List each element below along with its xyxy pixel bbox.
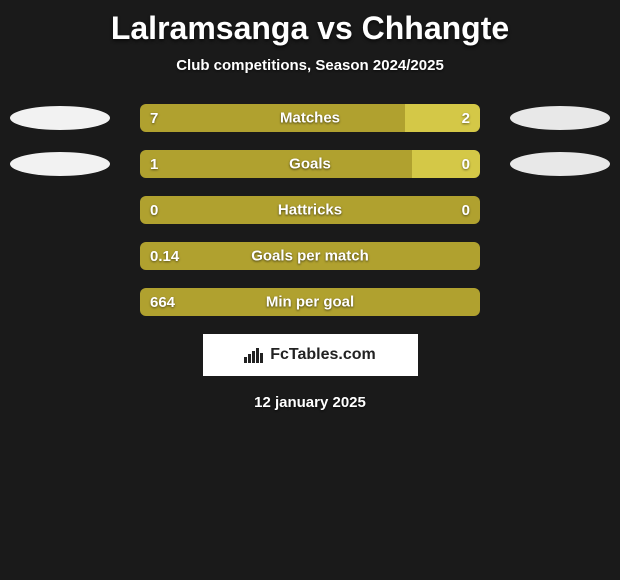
- stat-bar: 10Goals: [140, 150, 480, 178]
- player2-badge: [510, 152, 610, 176]
- player2-value: 2: [452, 110, 480, 127]
- player1-value: 0.14: [140, 248, 189, 265]
- brand-attribution: FcTables.com: [203, 334, 418, 376]
- player1-value: 7: [140, 110, 168, 127]
- player2-bar-segment: 2: [405, 104, 480, 132]
- player2-badge: [510, 106, 610, 130]
- stat-bar: 72Matches: [140, 104, 480, 132]
- player1-bar-segment: 1: [140, 150, 412, 178]
- comparison-rows: 72Matches10Goals00Hattricks0.14Goals per…: [0, 104, 620, 316]
- stat-row: 10Goals: [0, 150, 620, 178]
- player1-badge: [10, 106, 110, 130]
- chart-bars-icon: [244, 347, 264, 363]
- player2-value: 0: [452, 202, 480, 219]
- comparison-title: Lalramsanga vs Chhangte: [0, 0, 620, 47]
- player1-bar-segment: 664: [140, 288, 480, 316]
- comparison-subtitle: Club competitions, Season 2024/2025: [0, 57, 620, 74]
- stat-row: 0.14Goals per match: [0, 242, 620, 270]
- player1-value: 0: [140, 202, 168, 219]
- stat-row: 664Min per goal: [0, 288, 620, 316]
- stat-bar: 00Hattricks: [140, 196, 480, 224]
- player1-bar-segment: 7: [140, 104, 405, 132]
- stat-row: 00Hattricks: [0, 196, 620, 224]
- player2-bar-segment: 0: [412, 150, 480, 178]
- stat-bar: 664Min per goal: [140, 288, 480, 316]
- player1-value: 1: [140, 156, 168, 173]
- player1-bar-segment: 00: [140, 196, 480, 224]
- player2-value: 0: [452, 156, 480, 173]
- brand-text: FcTables.com: [270, 346, 376, 364]
- player1-badge: [10, 152, 110, 176]
- snapshot-date: 12 january 2025: [0, 394, 620, 411]
- stat-row: 72Matches: [0, 104, 620, 132]
- player1-bar-segment: 0.14: [140, 242, 480, 270]
- player1-value: 664: [140, 294, 185, 311]
- stat-bar: 0.14Goals per match: [140, 242, 480, 270]
